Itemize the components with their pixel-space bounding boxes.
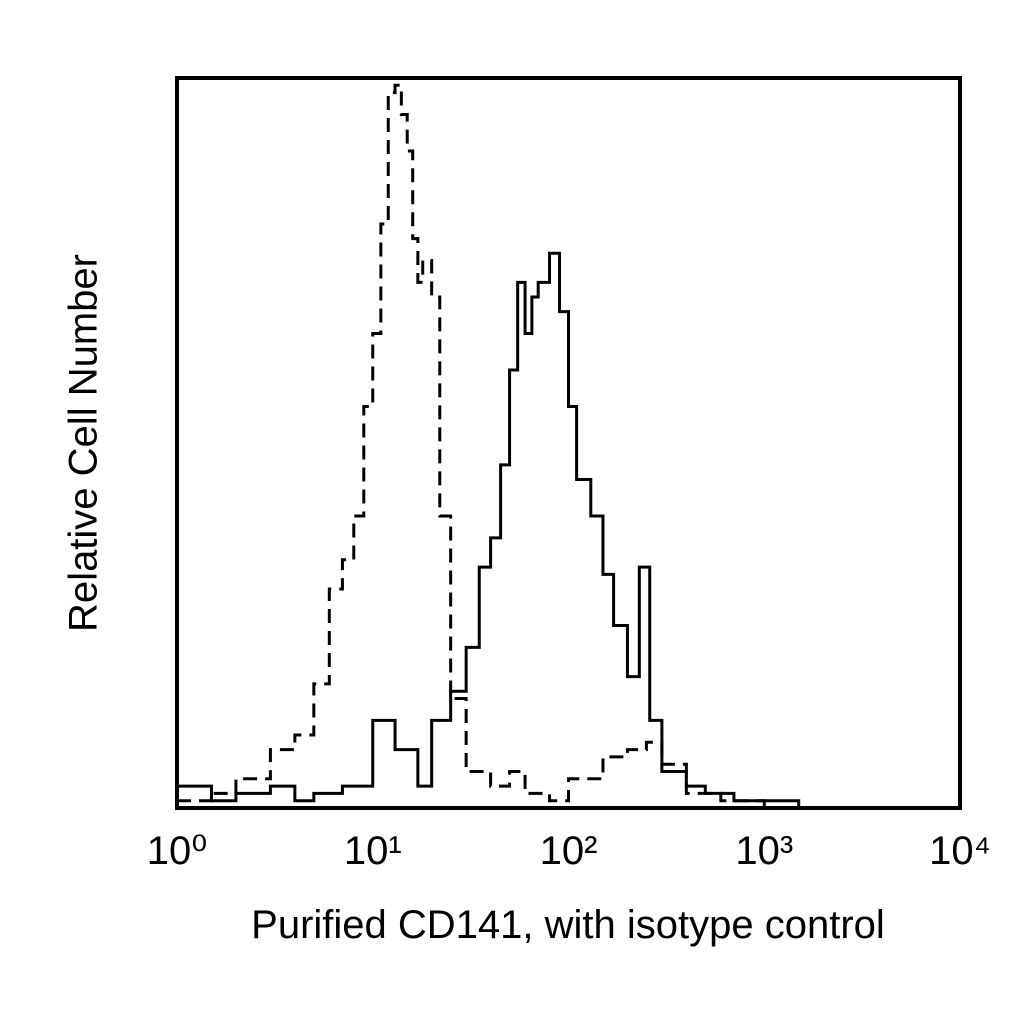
histogram-line bbox=[177, 251, 960, 810]
x-tick-label: 10³ bbox=[735, 829, 793, 873]
x-tick-label: 10⁰ bbox=[147, 829, 208, 873]
y-axis-label: Relative Cell Number bbox=[62, 254, 106, 632]
x-tick-label: 10² bbox=[540, 829, 598, 873]
x-tick-label: 10¹ bbox=[344, 829, 402, 873]
x-tick-label: 10⁴ bbox=[929, 829, 991, 873]
x-axis-label: Purified CD141, with isotype control bbox=[251, 903, 885, 947]
plot-frame bbox=[175, 76, 962, 810]
histogram-line bbox=[177, 83, 960, 810]
